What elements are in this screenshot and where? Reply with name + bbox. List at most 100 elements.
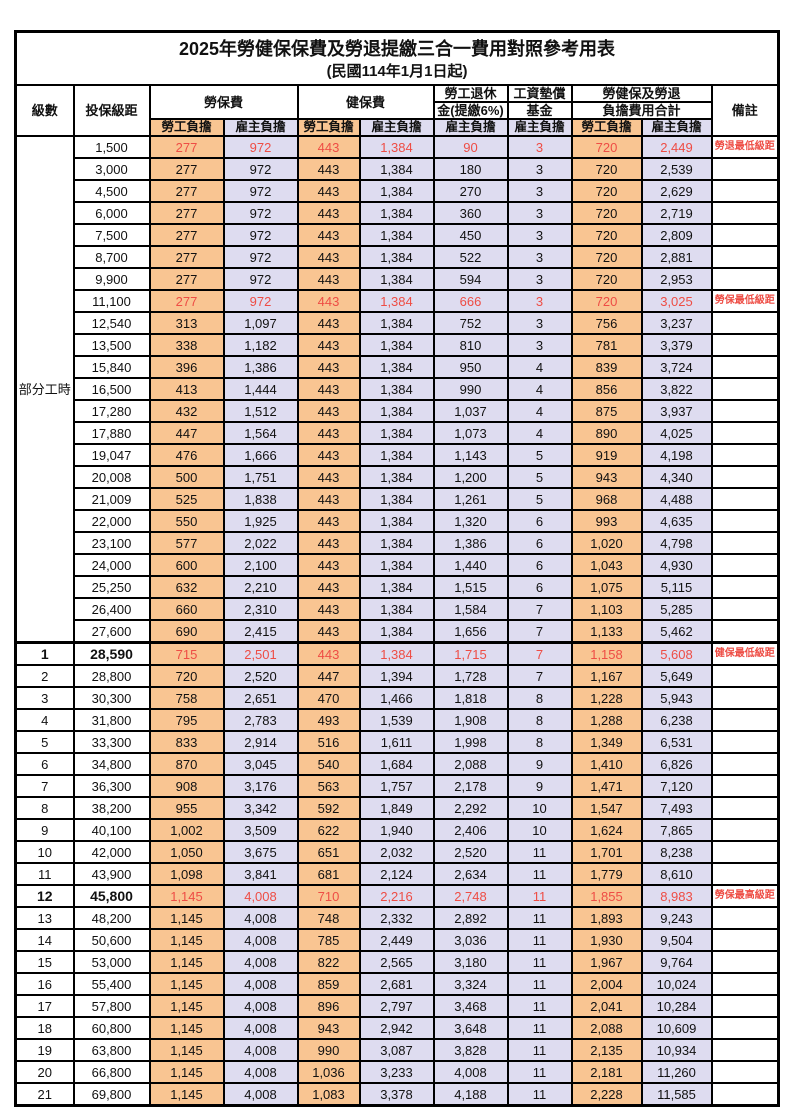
value-cell: 6,531 <box>640 730 713 754</box>
value-cell: 1,967 <box>570 950 643 974</box>
value-cell: 2,881 <box>640 245 713 269</box>
remark-cell <box>710 179 780 203</box>
value-cell: 2,783 <box>222 708 299 732</box>
bracket-cell: 48,200 <box>72 906 151 930</box>
col-header-remark: 備註 <box>710 84 780 137</box>
value-cell: 9,764 <box>640 950 713 974</box>
value-cell: 7 <box>506 619 573 644</box>
value-cell: 4,008 <box>222 1038 299 1062</box>
value-cell: 3,675 <box>222 840 299 864</box>
bracket-cell: 4,500 <box>72 179 151 203</box>
value-cell: 10 <box>506 818 573 842</box>
table-row: 15 53,000 1,145 4,008 822 2,565 3,180 11 1,967 9,… <box>14 950 780 974</box>
value-cell: 2,520 <box>432 840 509 864</box>
remark-cell: 勞退最低級距 <box>710 135 780 159</box>
value-cell: 1,440 <box>432 553 509 577</box>
value-cell: 710 <box>296 884 361 908</box>
value-cell: 2,178 <box>432 774 509 798</box>
remark-cell <box>710 730 780 754</box>
col-header-level: 級數 <box>14 84 75 137</box>
value-cell: 1,384 <box>358 289 435 313</box>
value-cell: 7 <box>506 664 573 688</box>
value-cell: 8 <box>506 730 573 754</box>
value-cell: 8,610 <box>640 862 713 886</box>
subheader-health-employer: 雇主負擔 <box>358 118 435 137</box>
value-cell: 1,384 <box>358 421 435 445</box>
value-cell: 1,751 <box>222 465 299 489</box>
value-cell: 7,120 <box>640 774 713 798</box>
value-cell: 1,384 <box>358 135 435 159</box>
value-cell: 10,934 <box>640 1038 713 1062</box>
value-cell: 720 <box>570 223 643 247</box>
level-cell: 1 <box>14 641 75 666</box>
value-cell: 443 <box>296 289 361 313</box>
table-row: 16,500 413 1,444 443 1,384 990 4 856 3,822 <box>16 377 780 401</box>
bracket-cell: 1,500 <box>72 135 151 159</box>
value-cell: 943 <box>296 1016 361 1040</box>
remark-cell <box>710 487 780 511</box>
value-cell: 1,349 <box>570 730 643 754</box>
value-cell: 443 <box>296 201 361 225</box>
value-cell: 1,410 <box>570 752 643 776</box>
remark-cell <box>710 399 780 423</box>
level-cell: 17 <box>14 994 75 1018</box>
table-row: 1 28,590 715 2,501 443 1,384 1,715 7 1,158 5,608 健… <box>14 641 780 666</box>
value-cell: 7,493 <box>640 796 713 820</box>
table-row: 15,840 396 1,386 443 1,384 950 4 839 3,724 <box>16 355 780 379</box>
value-cell: 1,547 <box>570 796 643 820</box>
table-body: 部分工時 1,500 277 972 443 1,384 90 3 720 2,449 勞退最低級距… <box>14 135 780 1107</box>
bracket-cell: 6,000 <box>72 201 151 225</box>
value-cell: 822 <box>296 950 361 974</box>
value-cell: 3 <box>506 267 573 291</box>
remark-cell <box>710 157 780 181</box>
value-cell: 396 <box>148 355 225 379</box>
value-cell: 5,115 <box>640 575 713 599</box>
value-cell: 3,378 <box>358 1082 435 1107</box>
value-cell: 968 <box>570 487 643 511</box>
value-cell: 5 <box>506 465 573 489</box>
value-cell: 993 <box>570 509 643 533</box>
value-cell: 4,008 <box>432 1060 509 1084</box>
subheader-labor-employee: 勞工負擔 <box>148 118 225 137</box>
col-header-wage-fund-line2: 基金 <box>506 101 573 120</box>
value-cell: 1,133 <box>570 619 643 644</box>
bracket-cell: 57,800 <box>72 994 151 1018</box>
value-cell: 833 <box>148 730 225 754</box>
value-cell: 8 <box>506 708 573 732</box>
value-cell: 1,075 <box>570 575 643 599</box>
title-cell: 2025年勞健保保費及勞退提繳三合一費用對照參考用表 (民國114年1月1日起) <box>14 30 780 86</box>
value-cell: 758 <box>148 686 225 710</box>
value-cell: 1,701 <box>570 840 643 864</box>
value-cell: 1,384 <box>358 575 435 599</box>
value-cell: 1,182 <box>222 333 299 357</box>
value-cell: 2,539 <box>640 157 713 181</box>
col-header-wage-fund-line1: 工資墊償 <box>506 84 573 103</box>
value-cell: 594 <box>432 267 509 291</box>
col-header-total-line2: 負擔費用合計 <box>570 101 713 120</box>
value-cell: 1,384 <box>358 377 435 401</box>
bracket-cell: 20,008 <box>72 465 151 489</box>
remark-cell <box>710 509 780 533</box>
value-cell: 3,937 <box>640 399 713 423</box>
table-row: 11,100 277 972 443 1,384 666 3 720 3,025 勞保最低級距 <box>16 289 780 313</box>
value-cell: 1,384 <box>358 553 435 577</box>
value-cell: 2,797 <box>358 994 435 1018</box>
value-cell: 7,865 <box>640 818 713 842</box>
table-row: 23,100 577 2,022 443 1,384 1,386 6 1,020 4,798 <box>16 531 780 555</box>
value-cell: 2,310 <box>222 597 299 621</box>
value-cell: 443 <box>296 267 361 291</box>
value-cell: 1,384 <box>358 201 435 225</box>
value-cell: 3,176 <box>222 774 299 798</box>
bracket-cell: 16,500 <box>72 377 151 401</box>
value-cell: 839 <box>570 355 643 379</box>
value-cell: 943 <box>570 465 643 489</box>
value-cell: 516 <box>296 730 361 754</box>
value-cell: 277 <box>148 179 225 203</box>
bracket-cell: 24,000 <box>72 553 151 577</box>
value-cell: 1,145 <box>148 994 225 1018</box>
level-cell: 8 <box>14 796 75 820</box>
value-cell: 443 <box>296 509 361 533</box>
bracket-cell: 50,600 <box>72 928 151 952</box>
remark-cell: 勞保最低級距 <box>710 289 780 313</box>
table-row: 17,280 432 1,512 443 1,384 1,037 4 875 3,937 <box>16 399 780 423</box>
